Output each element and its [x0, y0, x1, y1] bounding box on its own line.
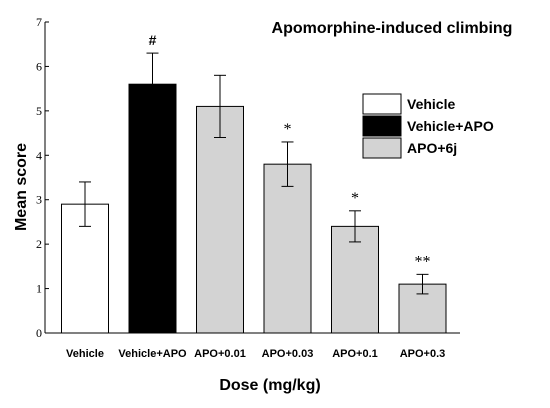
significance-marker: * [351, 190, 359, 207]
x-tick-label: Vehicle [66, 348, 104, 360]
y-tick-label: 1 [36, 282, 42, 296]
significance-marker: # [149, 32, 157, 48]
x-axis-title: Dose (mg/kg) [219, 377, 320, 394]
x-tick-label: APO+0.03 [262, 348, 314, 360]
bar-vehicle-apo [128, 83, 177, 334]
y-tick-label: 0 [36, 326, 42, 340]
bars: #**** [61, 32, 447, 334]
y-tick-label: 3 [36, 193, 42, 207]
y-axis-title: Mean score [13, 143, 30, 231]
y-tick-label: 6 [36, 59, 42, 73]
x-axis-labels: Vehicle Vehicle+APO APO+0.01 APO+0.03 APO+0.… [66, 348, 445, 360]
legend-swatch-apo_6j [362, 137, 402, 159]
y-tick-label: 2 [36, 237, 42, 251]
y-tick-label: 7 [36, 15, 42, 29]
x-tick-label: APO+0.01 [194, 348, 246, 360]
x-tick-label: APO+0.1 [332, 348, 378, 360]
legend-swatch-vehicle_apo [362, 115, 402, 137]
legend: Vehicle Vehicle+APO APO+6j [362, 93, 494, 159]
x-tick-label: Vehicle+APO [118, 348, 187, 360]
bar-apo-0-1 [331, 225, 379, 334]
legend-label: APO+6j [407, 140, 457, 156]
legend-swatch-vehicle [362, 93, 402, 115]
y-tick-label: 5 [36, 104, 42, 118]
bar-apo-0-03 [263, 163, 312, 334]
significance-marker: * [284, 121, 292, 138]
chart-title: Apomorphine-induced climbing [272, 20, 513, 37]
significance-marker: ** [415, 253, 431, 270]
y-axis: 0 1 2 3 4 5 6 7 [36, 15, 460, 340]
x-tick-label: APO+0.3 [400, 348, 446, 360]
y-tick-label: 4 [36, 148, 42, 162]
bar-apo-0-01 [196, 105, 244, 334]
legend-label: Vehicle+APO [407, 118, 494, 134]
legend-label: Vehicle [407, 96, 455, 112]
